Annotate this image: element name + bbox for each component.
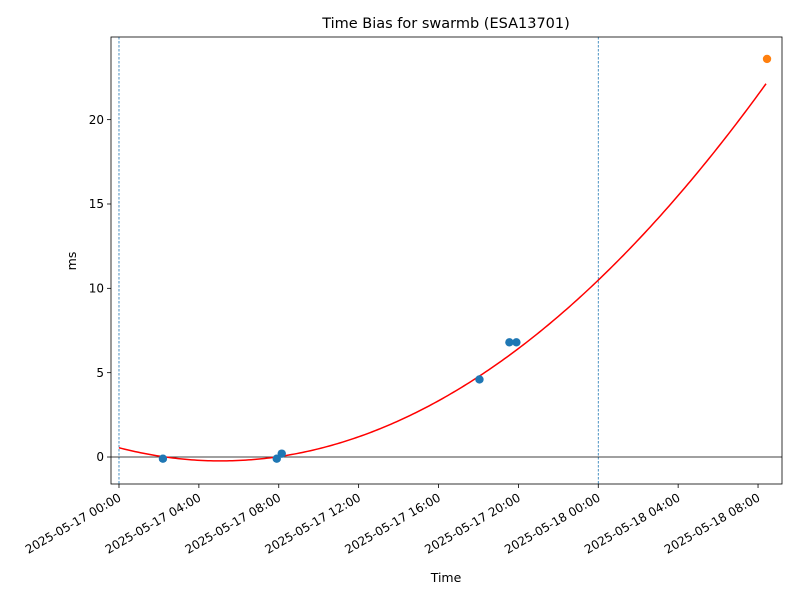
data-point bbox=[505, 338, 514, 347]
data-point bbox=[158, 454, 168, 463]
data-point bbox=[475, 375, 484, 384]
y-tick-label: 15 bbox=[89, 197, 104, 211]
axis-frame bbox=[110, 36, 783, 485]
y-tick-label: 20 bbox=[89, 113, 104, 127]
data-point bbox=[277, 449, 286, 458]
chart-title: Time Bias for swarmb (ESA13701) bbox=[321, 16, 570, 32]
data-point bbox=[512, 338, 521, 347]
plot-area bbox=[111, 37, 782, 484]
fit-curve bbox=[118, 83, 767, 462]
y-tick-label: 10 bbox=[89, 282, 104, 296]
x-axis-label: Time bbox=[430, 570, 462, 585]
y-axis-label: ms bbox=[64, 252, 79, 271]
data-point bbox=[762, 54, 772, 64]
y-tick-label: 5 bbox=[96, 366, 104, 380]
y-tick-label: 0 bbox=[96, 450, 104, 464]
